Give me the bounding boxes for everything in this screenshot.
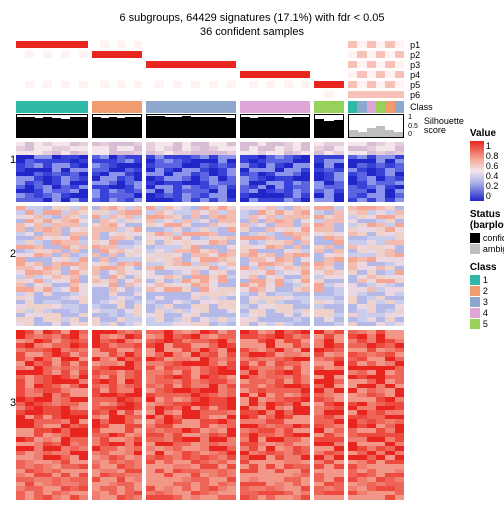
class-swatch-row: 2	[470, 286, 504, 296]
prob-track-label: p3	[408, 61, 420, 70]
class-swatch-row: 3	[470, 297, 504, 307]
class-swatch-row: 1	[470, 275, 504, 285]
value-gradient: 10.80.60.40.20	[470, 141, 484, 201]
prob-track-p5: p5	[16, 81, 464, 90]
heatmap-group	[16, 206, 464, 326]
title-line-2: 36 confident samples	[10, 26, 494, 38]
legend-status: Status (barplots) confidentambiguous	[470, 209, 504, 254]
prob-track-label: p5	[408, 81, 420, 90]
class-track-label: Class	[408, 101, 433, 113]
status-swatch-row: ambiguous	[470, 244, 504, 254]
class-swatch-row: 4	[470, 308, 504, 318]
heatmap-group	[16, 142, 464, 202]
title-line-1: 6 subgroups, 64429 signatures (17.1%) wi…	[10, 12, 494, 24]
class-swatch-row: 5	[470, 319, 504, 329]
main-layout: 123 p1p2p3p4p5p6Class10.50Silhouette sco…	[10, 40, 494, 501]
prob-track-p3: p3	[16, 61, 464, 70]
heatmap-group	[16, 330, 464, 500]
prob-track-label: p1	[408, 41, 420, 50]
prob-track-label: p4	[408, 71, 420, 80]
prob-track-p6: p6	[16, 91, 464, 100]
prob-track-p4: p4	[16, 71, 464, 80]
plot-column: p1p2p3p4p5p6Class10.50Silhouette score	[16, 40, 464, 501]
legend-value-title: Value	[470, 128, 496, 139]
legend-value: Value 10.80.60.40.20	[470, 128, 496, 201]
prob-track-label: p6	[408, 91, 420, 100]
legend-class-title: Class	[470, 262, 504, 273]
silhouette-track: 10.50Silhouette score	[16, 114, 464, 138]
legend-class: Class 12345	[470, 262, 504, 329]
silhouette-label: Silhouette score	[422, 114, 464, 138]
prob-track-p2: p2	[16, 51, 464, 60]
class-track: Class	[16, 101, 464, 113]
prob-track-label: p2	[408, 51, 420, 60]
legend-status-title: Status (barplots)	[470, 209, 504, 231]
prob-track-p1: p1	[16, 41, 464, 50]
legends: Value 10.80.60.40.20 Prob 10.50 Status (…	[464, 40, 504, 501]
status-swatch-row: confident	[470, 233, 504, 243]
